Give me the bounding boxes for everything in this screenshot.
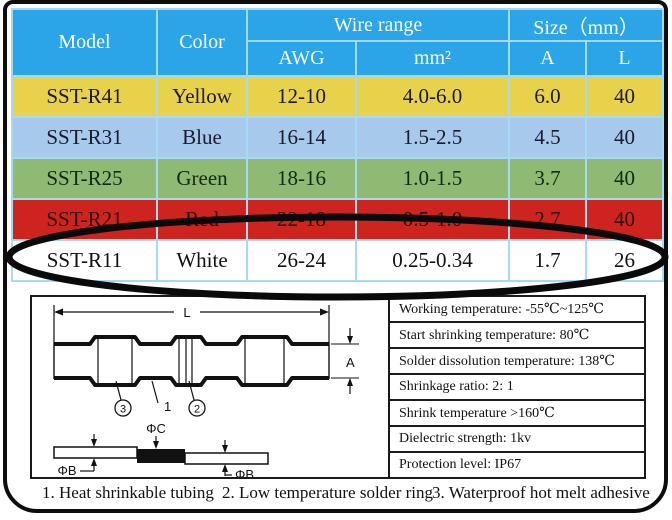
- size-l-cell: 40: [584, 116, 665, 159]
- awg-cell: 26-24: [246, 239, 357, 282]
- header-row-top: Model Color Wire range Size（mm）: [11, 8, 665, 77]
- spec-protection-level: Protection level: IP67: [399, 457, 522, 472]
- color-cell: White: [156, 239, 248, 282]
- size-a-cell: 4.5: [508, 116, 587, 159]
- size-l-cell: 40: [584, 75, 665, 118]
- spec-dielectric-strength: Dielectric strength: 1kv: [390, 427, 644, 453]
- model-cell: SST-R21: [11, 198, 158, 241]
- header-row-sub: AWG mm² A L: [12, 40, 665, 77]
- header-color: Color: [156, 8, 248, 77]
- header-l: L: [584, 40, 665, 77]
- spec-shrinkage-ratio: Shrinkage ratio: 2: 1: [390, 375, 644, 401]
- table-row-sst-r11-highlighted: SST-R11 White 26-24 0.25-0.34 1.7 26: [11, 239, 665, 282]
- header-size-mm: Size（mm）: [507, 8, 665, 42]
- phi-b-left-label: ΦB: [57, 463, 76, 477]
- model-cell: SST-R11: [11, 239, 158, 282]
- legend-waterproof-hot-melt-adhesive: 3. Waterproof hot melt adhesive: [432, 483, 650, 502]
- spec-working-temperature: Working temperature: -55℃~125℃: [390, 297, 644, 323]
- header-mm2: mm²: [355, 40, 510, 77]
- header-wire-range: Wire range: [246, 8, 510, 42]
- spec-shrink-temperature: Shrink temperature >160℃: [390, 401, 644, 427]
- model-cell: SST-R41: [11, 75, 158, 118]
- mm2-cell: 1.0-1.5: [355, 157, 510, 200]
- phi-b-right-label: ΦB: [235, 467, 254, 477]
- technical-specs-panel: Working temperature: -55℃~125℃ Start shr…: [388, 297, 644, 477]
- callout-1-label: 1: [164, 399, 171, 414]
- mm2-cell: 4.0-6.0: [355, 75, 510, 118]
- phi-c-label: ΦC: [146, 421, 166, 436]
- awg-cell: 12-10: [246, 75, 357, 118]
- size-l-cell: 40: [584, 157, 665, 200]
- product-spec-table: Model Color Wire range Size（mm） AWG mm² …: [11, 8, 665, 282]
- mm2-cell: 0.25-0.34: [355, 239, 510, 282]
- color-cell: Green: [156, 157, 248, 200]
- table-row-sst-r25: SST-R25 Green 18-16 1.0-1.5 3.7 40: [11, 157, 665, 200]
- table-row-sst-r41: SST-R41 Yellow 12-10 4.0-6.0 6.0 40: [11, 75, 665, 118]
- legend-low-temperature-solder-ring: 2. Low temperature solder ring: [222, 483, 434, 502]
- awg-cell: 22-18: [246, 198, 357, 241]
- header-model: Model: [11, 8, 158, 77]
- header-awg: AWG: [246, 40, 357, 77]
- mm2-cell: 0.5-1.0: [355, 198, 510, 241]
- table-row-sst-r21: SST-R21 Red 22-18 0.5-1.0 2.7 40: [11, 198, 665, 241]
- awg-cell: 16-14: [246, 116, 357, 159]
- mm2-cell: 1.5-2.5: [355, 116, 510, 159]
- detail-box: L A 3 1: [30, 295, 646, 482]
- color-cell: Blue: [156, 116, 248, 159]
- color-cell: Red: [156, 198, 248, 241]
- connector-technical-drawing-icon: L A 3 1: [53, 305, 359, 482]
- parts-legend: 1. Heat shrinkable tubing 2. Low tempera…: [0, 483, 672, 507]
- size-a-cell: 6.0: [508, 75, 587, 118]
- spec-solder-dissolution-temperature: Solder dissolution temperature: 138℃: [390, 349, 644, 375]
- size-l-cell: 40: [584, 198, 665, 241]
- size-l-cell: 26: [584, 239, 665, 282]
- size-a-cell: 1.7: [508, 239, 587, 282]
- callout-2-label: 2: [194, 404, 200, 416]
- size-a-cell: 3.7: [508, 157, 587, 200]
- dim-label-A: A: [346, 355, 355, 370]
- dim-label-L: L: [183, 305, 190, 320]
- model-cell: SST-R31: [11, 116, 158, 159]
- callout-3-label: 3: [120, 404, 126, 416]
- connector-diagram: L A 3 1: [32, 297, 388, 482]
- header-a: A: [508, 40, 587, 77]
- model-cell: SST-R25: [11, 157, 158, 200]
- legend-heat-shrinkable-tubing: 1. Heat shrinkable tubing: [42, 483, 214, 502]
- spec-start-shrinking-temperature: Start shrinking temperature: 80℃: [390, 323, 644, 349]
- awg-cell: 18-16: [246, 157, 357, 200]
- table-row-sst-r31: SST-R31 Blue 16-14 1.5-2.5 4.5 40: [11, 116, 665, 159]
- color-cell: Yellow: [156, 75, 248, 118]
- size-a-cell: 2.7: [508, 198, 587, 241]
